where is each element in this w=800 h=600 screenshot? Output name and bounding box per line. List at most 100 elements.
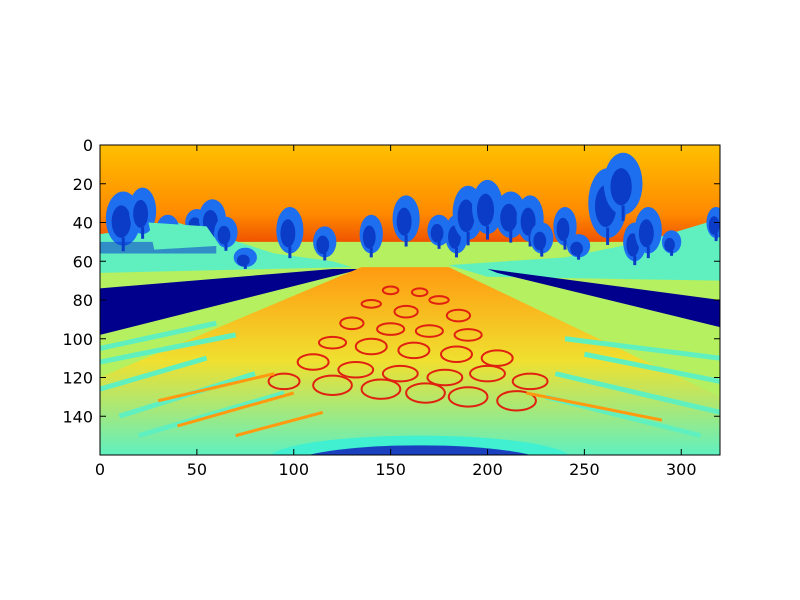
road-streak bbox=[100, 355, 208, 392]
tree-trunk bbox=[323, 252, 327, 261]
tree bbox=[214, 216, 238, 251]
tree-shade bbox=[316, 235, 330, 255]
road-cobble bbox=[381, 364, 419, 383]
tree bbox=[233, 247, 257, 269]
tree-shade bbox=[457, 199, 475, 233]
x-axis: 0 50 100 150 200 250 300 bbox=[95, 145, 697, 479]
left-berm bbox=[148, 222, 221, 250]
tree-shade bbox=[570, 241, 583, 256]
tree bbox=[530, 222, 554, 257]
road-cobble bbox=[410, 287, 429, 298]
tree-trunk bbox=[563, 239, 567, 250]
tree bbox=[276, 207, 304, 259]
tree bbox=[553, 207, 577, 250]
tree-shade bbox=[610, 168, 632, 206]
road-cobble bbox=[376, 322, 406, 336]
tree bbox=[359, 214, 383, 258]
tree-trunk bbox=[577, 253, 581, 260]
tree-trunk bbox=[224, 243, 228, 251]
tree-shade bbox=[362, 225, 376, 249]
road-streak bbox=[583, 351, 720, 384]
x-tick-label: 100 bbox=[278, 460, 309, 479]
y-tick-label: 60 bbox=[73, 252, 93, 271]
road-cobble bbox=[397, 341, 431, 360]
tree-trunk bbox=[141, 227, 145, 239]
road-cobble bbox=[428, 295, 450, 305]
tree-trunk bbox=[437, 241, 441, 249]
tree bbox=[392, 195, 420, 247]
x-tick-label: 50 bbox=[187, 460, 207, 479]
tree-shade bbox=[638, 219, 654, 248]
tree-shade bbox=[217, 225, 231, 245]
road-streak bbox=[525, 391, 663, 422]
tree bbox=[129, 187, 157, 239]
heatmap-image bbox=[100, 145, 720, 455]
car-hood bbox=[270, 435, 569, 455]
road-cobble bbox=[405, 382, 446, 404]
tree-trunk bbox=[540, 248, 544, 257]
tree bbox=[472, 179, 503, 240]
road-cobble bbox=[267, 372, 301, 391]
tree-trunk bbox=[486, 225, 489, 240]
tree-trunk bbox=[528, 234, 532, 247]
road-surface bbox=[100, 267, 720, 455]
y-tick-label: 0 bbox=[83, 136, 93, 155]
road-streak bbox=[100, 320, 217, 351]
road-streak bbox=[177, 391, 295, 428]
road-streak bbox=[100, 332, 237, 365]
road-streak bbox=[554, 371, 720, 415]
tree-shade bbox=[111, 205, 131, 238]
y-tick-label: 40 bbox=[73, 214, 93, 233]
tree-shade bbox=[556, 217, 570, 241]
road-cobble bbox=[381, 285, 400, 296]
road-cobble bbox=[480, 349, 514, 367]
y-tick-label: 100 bbox=[62, 330, 93, 349]
tree bbox=[634, 207, 662, 259]
road-streak bbox=[157, 372, 275, 403]
road-cobble bbox=[453, 328, 483, 342]
y-tick-label: 20 bbox=[73, 175, 93, 194]
road-cobble bbox=[339, 316, 365, 331]
road-cobble bbox=[445, 308, 472, 323]
tree-shade bbox=[500, 203, 518, 232]
y-tick-label: 80 bbox=[73, 291, 93, 310]
right-shoulder bbox=[487, 269, 720, 328]
road-cobble bbox=[426, 368, 464, 387]
tree-shade bbox=[520, 207, 536, 236]
road-cobble bbox=[496, 390, 537, 412]
right-hill bbox=[448, 218, 720, 281]
tree-shade bbox=[708, 216, 720, 235]
road-cobble bbox=[296, 353, 330, 371]
tree-trunk bbox=[714, 233, 718, 242]
tree-trunk bbox=[404, 234, 408, 247]
tree bbox=[566, 234, 591, 260]
y-tick-label: 140 bbox=[62, 407, 93, 426]
road-streak bbox=[138, 390, 285, 439]
tree-trunk bbox=[369, 247, 373, 258]
tree bbox=[603, 152, 643, 221]
tree-shade bbox=[664, 237, 675, 252]
tree-shade bbox=[430, 223, 444, 243]
tree-trunk bbox=[288, 246, 292, 259]
tree bbox=[661, 230, 682, 256]
tree-trunk bbox=[621, 205, 625, 221]
tree-trunk bbox=[509, 231, 513, 243]
tree-trunk bbox=[466, 231, 470, 246]
road-cobble bbox=[393, 304, 419, 319]
tree-trunk bbox=[243, 264, 247, 269]
road-cobble bbox=[511, 372, 549, 391]
tree-trunk bbox=[646, 246, 650, 259]
road-cobble bbox=[317, 335, 348, 350]
road-cobble bbox=[447, 386, 489, 408]
tree-shade bbox=[280, 219, 296, 248]
road-streak bbox=[235, 410, 324, 438]
tree-trunk bbox=[606, 227, 610, 245]
road-cobble bbox=[337, 361, 375, 379]
tree-shade bbox=[533, 231, 547, 251]
y-axis: 0 20 40 60 80 100 120 140 bbox=[62, 136, 720, 426]
tree-shade bbox=[236, 254, 250, 267]
road-cobble bbox=[469, 364, 506, 383]
x-tick-label: 250 bbox=[569, 460, 600, 479]
x-tick-label: 200 bbox=[472, 460, 503, 479]
